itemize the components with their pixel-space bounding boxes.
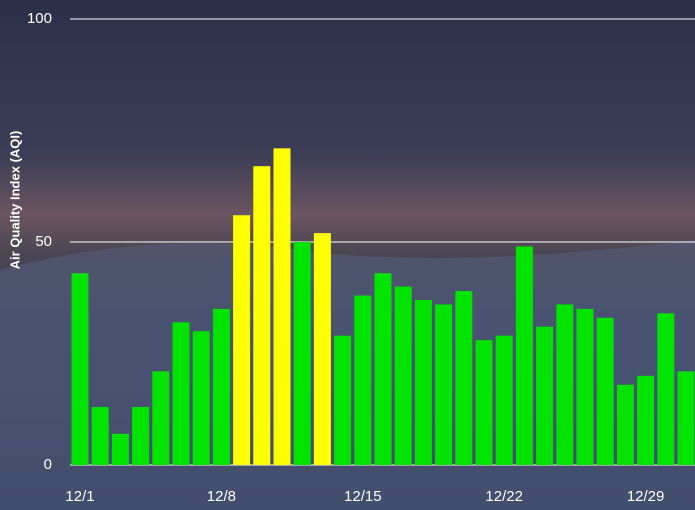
bar (495, 335, 513, 465)
x-tick-label: 12/29 (627, 488, 665, 505)
bar (71, 273, 89, 465)
bar (253, 166, 271, 465)
bar (435, 304, 453, 465)
y-tick-label: 50 (35, 233, 52, 250)
bar (576, 308, 594, 465)
bar (273, 148, 291, 465)
bar (515, 246, 533, 465)
y-tick-label: 100 (27, 10, 52, 27)
bar (111, 433, 129, 465)
bar (212, 308, 230, 465)
bar (536, 326, 554, 465)
bar (354, 295, 372, 465)
bar (394, 286, 412, 465)
x-tick-label: 12/8 (207, 488, 236, 505)
bar (233, 215, 251, 465)
bar (172, 322, 190, 465)
bar (596, 317, 614, 465)
y-axis-label: Air Quality Index (AQI) (7, 131, 22, 270)
y-tick-label: 0 (44, 456, 52, 473)
bar (293, 242, 311, 465)
bar (334, 335, 352, 465)
x-tick-label: 12/1 (65, 488, 94, 505)
bar (313, 233, 331, 465)
bar (152, 371, 170, 465)
bar (677, 371, 695, 465)
bar (374, 273, 392, 465)
bar (455, 291, 473, 465)
bar (475, 340, 493, 465)
bar (616, 384, 634, 465)
bar (192, 331, 210, 465)
x-tick-label: 12/15 (344, 488, 382, 505)
bar (132, 407, 150, 465)
x-tick-label: 12/22 (485, 488, 523, 505)
bar (657, 313, 675, 465)
bar (414, 299, 432, 465)
bar (91, 407, 109, 465)
bar (637, 375, 655, 465)
bar (556, 304, 574, 465)
